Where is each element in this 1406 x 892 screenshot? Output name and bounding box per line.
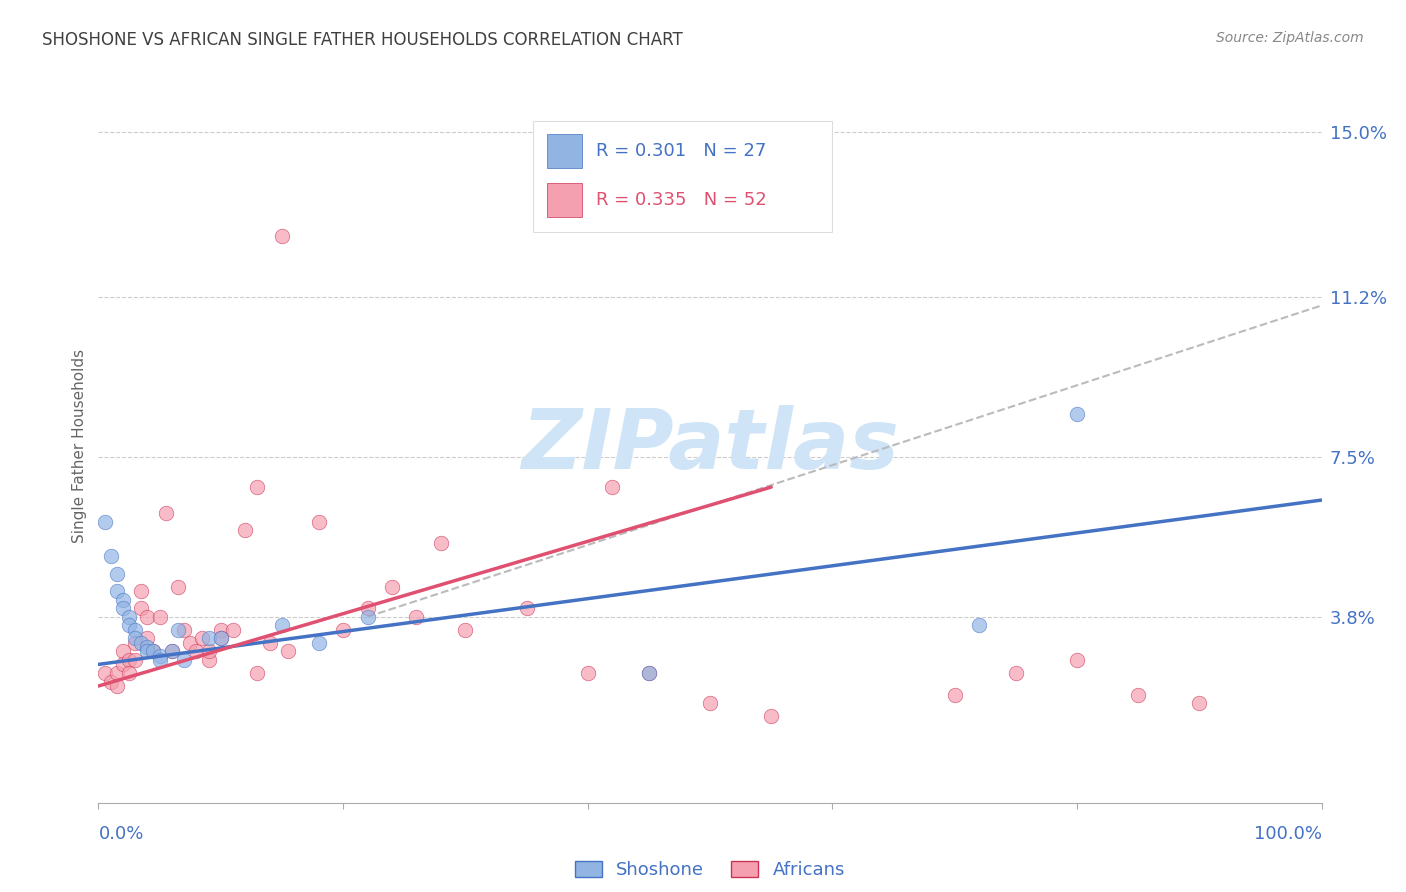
Point [1188,696,1211,710]
Point [332,623,354,637]
Point [136,640,159,654]
Text: 0.0%: 0.0% [98,825,143,843]
Point [405,610,427,624]
Point [124,632,146,646]
Point [93,515,115,529]
Text: 100.0%: 100.0% [1254,825,1322,843]
Point [233,524,256,538]
FancyBboxPatch shape [547,183,582,217]
Point [179,636,201,650]
Point [118,653,141,667]
Point [1066,653,1088,667]
Point [111,592,134,607]
Point [111,601,134,615]
Point [191,632,214,646]
Point [967,618,990,632]
Point [136,644,159,658]
Point [761,709,783,723]
Point [124,636,146,650]
Point [277,644,299,658]
Point [209,632,232,646]
Point [118,666,141,681]
Point [129,583,152,598]
Point [173,623,195,637]
Point [943,688,966,702]
Point [1004,666,1026,681]
Point [600,480,623,494]
Point [129,601,152,615]
Point [246,666,269,681]
Point [149,610,172,624]
Point [149,653,172,667]
Point [118,618,141,632]
Text: ZIPatlas: ZIPatlas [522,406,898,486]
Point [699,696,721,710]
Point [111,657,134,672]
Point [209,623,232,637]
Point [270,618,294,632]
Point [100,674,122,689]
Point [637,666,661,681]
Point [356,601,378,615]
Point [149,648,172,663]
Point [1066,407,1088,421]
Point [93,666,115,681]
Point [124,623,146,637]
Point [136,610,159,624]
Point [136,632,159,646]
Text: R = 0.335   N = 52: R = 0.335 N = 52 [596,191,768,209]
Point [1128,688,1150,702]
Point [142,644,165,658]
Point [308,515,330,529]
Point [105,666,128,681]
Point [259,636,281,650]
Point [105,679,128,693]
FancyBboxPatch shape [533,121,832,232]
Point [142,644,165,658]
Point [308,636,330,650]
Point [160,644,183,658]
Point [515,601,537,615]
Point [155,506,177,520]
Point [105,583,128,598]
Y-axis label: Single Father Households: Single Father Households [72,349,87,543]
Point [100,549,122,564]
Point [197,644,219,658]
Text: SHOSHONE VS AFRICAN SINGLE FATHER HOUSEHOLDS CORRELATION CHART: SHOSHONE VS AFRICAN SINGLE FATHER HOUSEH… [42,31,683,49]
Text: R = 0.301   N = 27: R = 0.301 N = 27 [596,143,766,161]
Point [167,623,190,637]
Point [209,632,232,646]
Point [454,623,477,637]
Point [111,644,134,658]
Point [129,636,152,650]
Point [167,580,190,594]
Point [430,536,453,550]
Point [381,580,404,594]
Point [637,666,661,681]
Point [124,653,146,667]
Point [356,610,378,624]
Point [118,610,141,624]
FancyBboxPatch shape [547,134,582,169]
Legend: Shoshone, Africans: Shoshone, Africans [568,854,852,887]
Point [173,653,195,667]
Point [160,644,183,658]
Point [270,229,294,244]
Point [197,653,219,667]
Point [246,480,269,494]
Text: Source: ZipAtlas.com: Source: ZipAtlas.com [1216,31,1364,45]
Point [197,632,219,646]
Point [576,666,599,681]
Point [105,566,128,581]
Point [186,644,208,658]
Point [222,623,245,637]
